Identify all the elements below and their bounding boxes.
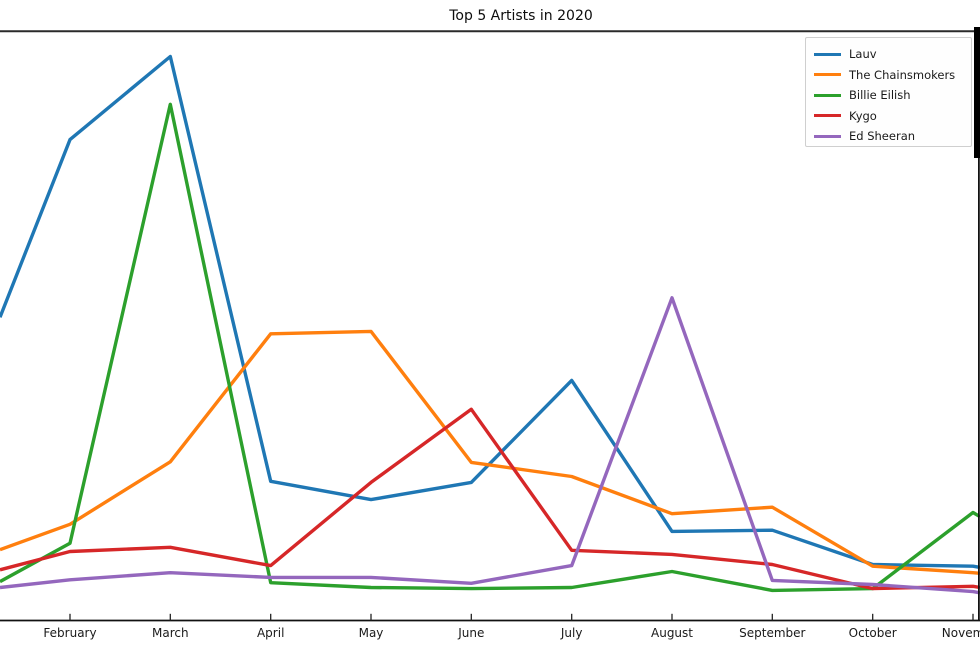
legend-entry: Billie Eilish xyxy=(806,85,971,106)
x-tick-label: August xyxy=(651,626,693,640)
legend-line-swatch xyxy=(814,52,841,56)
legend-line-swatch xyxy=(814,114,841,118)
legend-line-swatch xyxy=(814,73,841,77)
legend-label: Ed Sheeran xyxy=(849,129,916,144)
legend-entry: Ed Sheeran xyxy=(806,126,971,147)
legend-line-swatch xyxy=(814,134,841,138)
x-tick-label: September xyxy=(739,626,806,640)
x-tick-label: November xyxy=(941,626,980,640)
x-tick-label: May xyxy=(358,626,384,640)
series-line-4 xyxy=(0,296,980,595)
legend: Lauv The Chainsmokers Billie Eilish Kygo Ed … xyxy=(805,37,972,147)
x-tick-label: February xyxy=(43,626,97,640)
legend-entry: Lauv xyxy=(806,44,971,65)
x-tick-label: April xyxy=(256,626,285,640)
legend-entry: Kygo xyxy=(806,106,971,127)
chart-title: Top 5 Artists in 2020 xyxy=(449,8,593,24)
window-edge-bar xyxy=(974,27,980,158)
legend-line-swatch xyxy=(814,93,841,97)
series-line-1 xyxy=(0,329,980,575)
legend-label: Lauv xyxy=(849,47,877,62)
x-tick-label: June xyxy=(458,626,485,640)
series-line-0 xyxy=(0,54,980,570)
series-line-3 xyxy=(0,407,980,591)
legend-entry: The Chainsmokers xyxy=(806,65,971,86)
legend-label: Kygo xyxy=(849,108,877,123)
legend-label: Billie Eilish xyxy=(849,88,911,103)
x-tick-label: October xyxy=(848,626,897,640)
x-tick-label: March xyxy=(152,626,189,640)
legend-label: The Chainsmokers xyxy=(849,67,956,82)
x-tick-label: July xyxy=(560,626,583,640)
series-line-2 xyxy=(0,102,980,593)
